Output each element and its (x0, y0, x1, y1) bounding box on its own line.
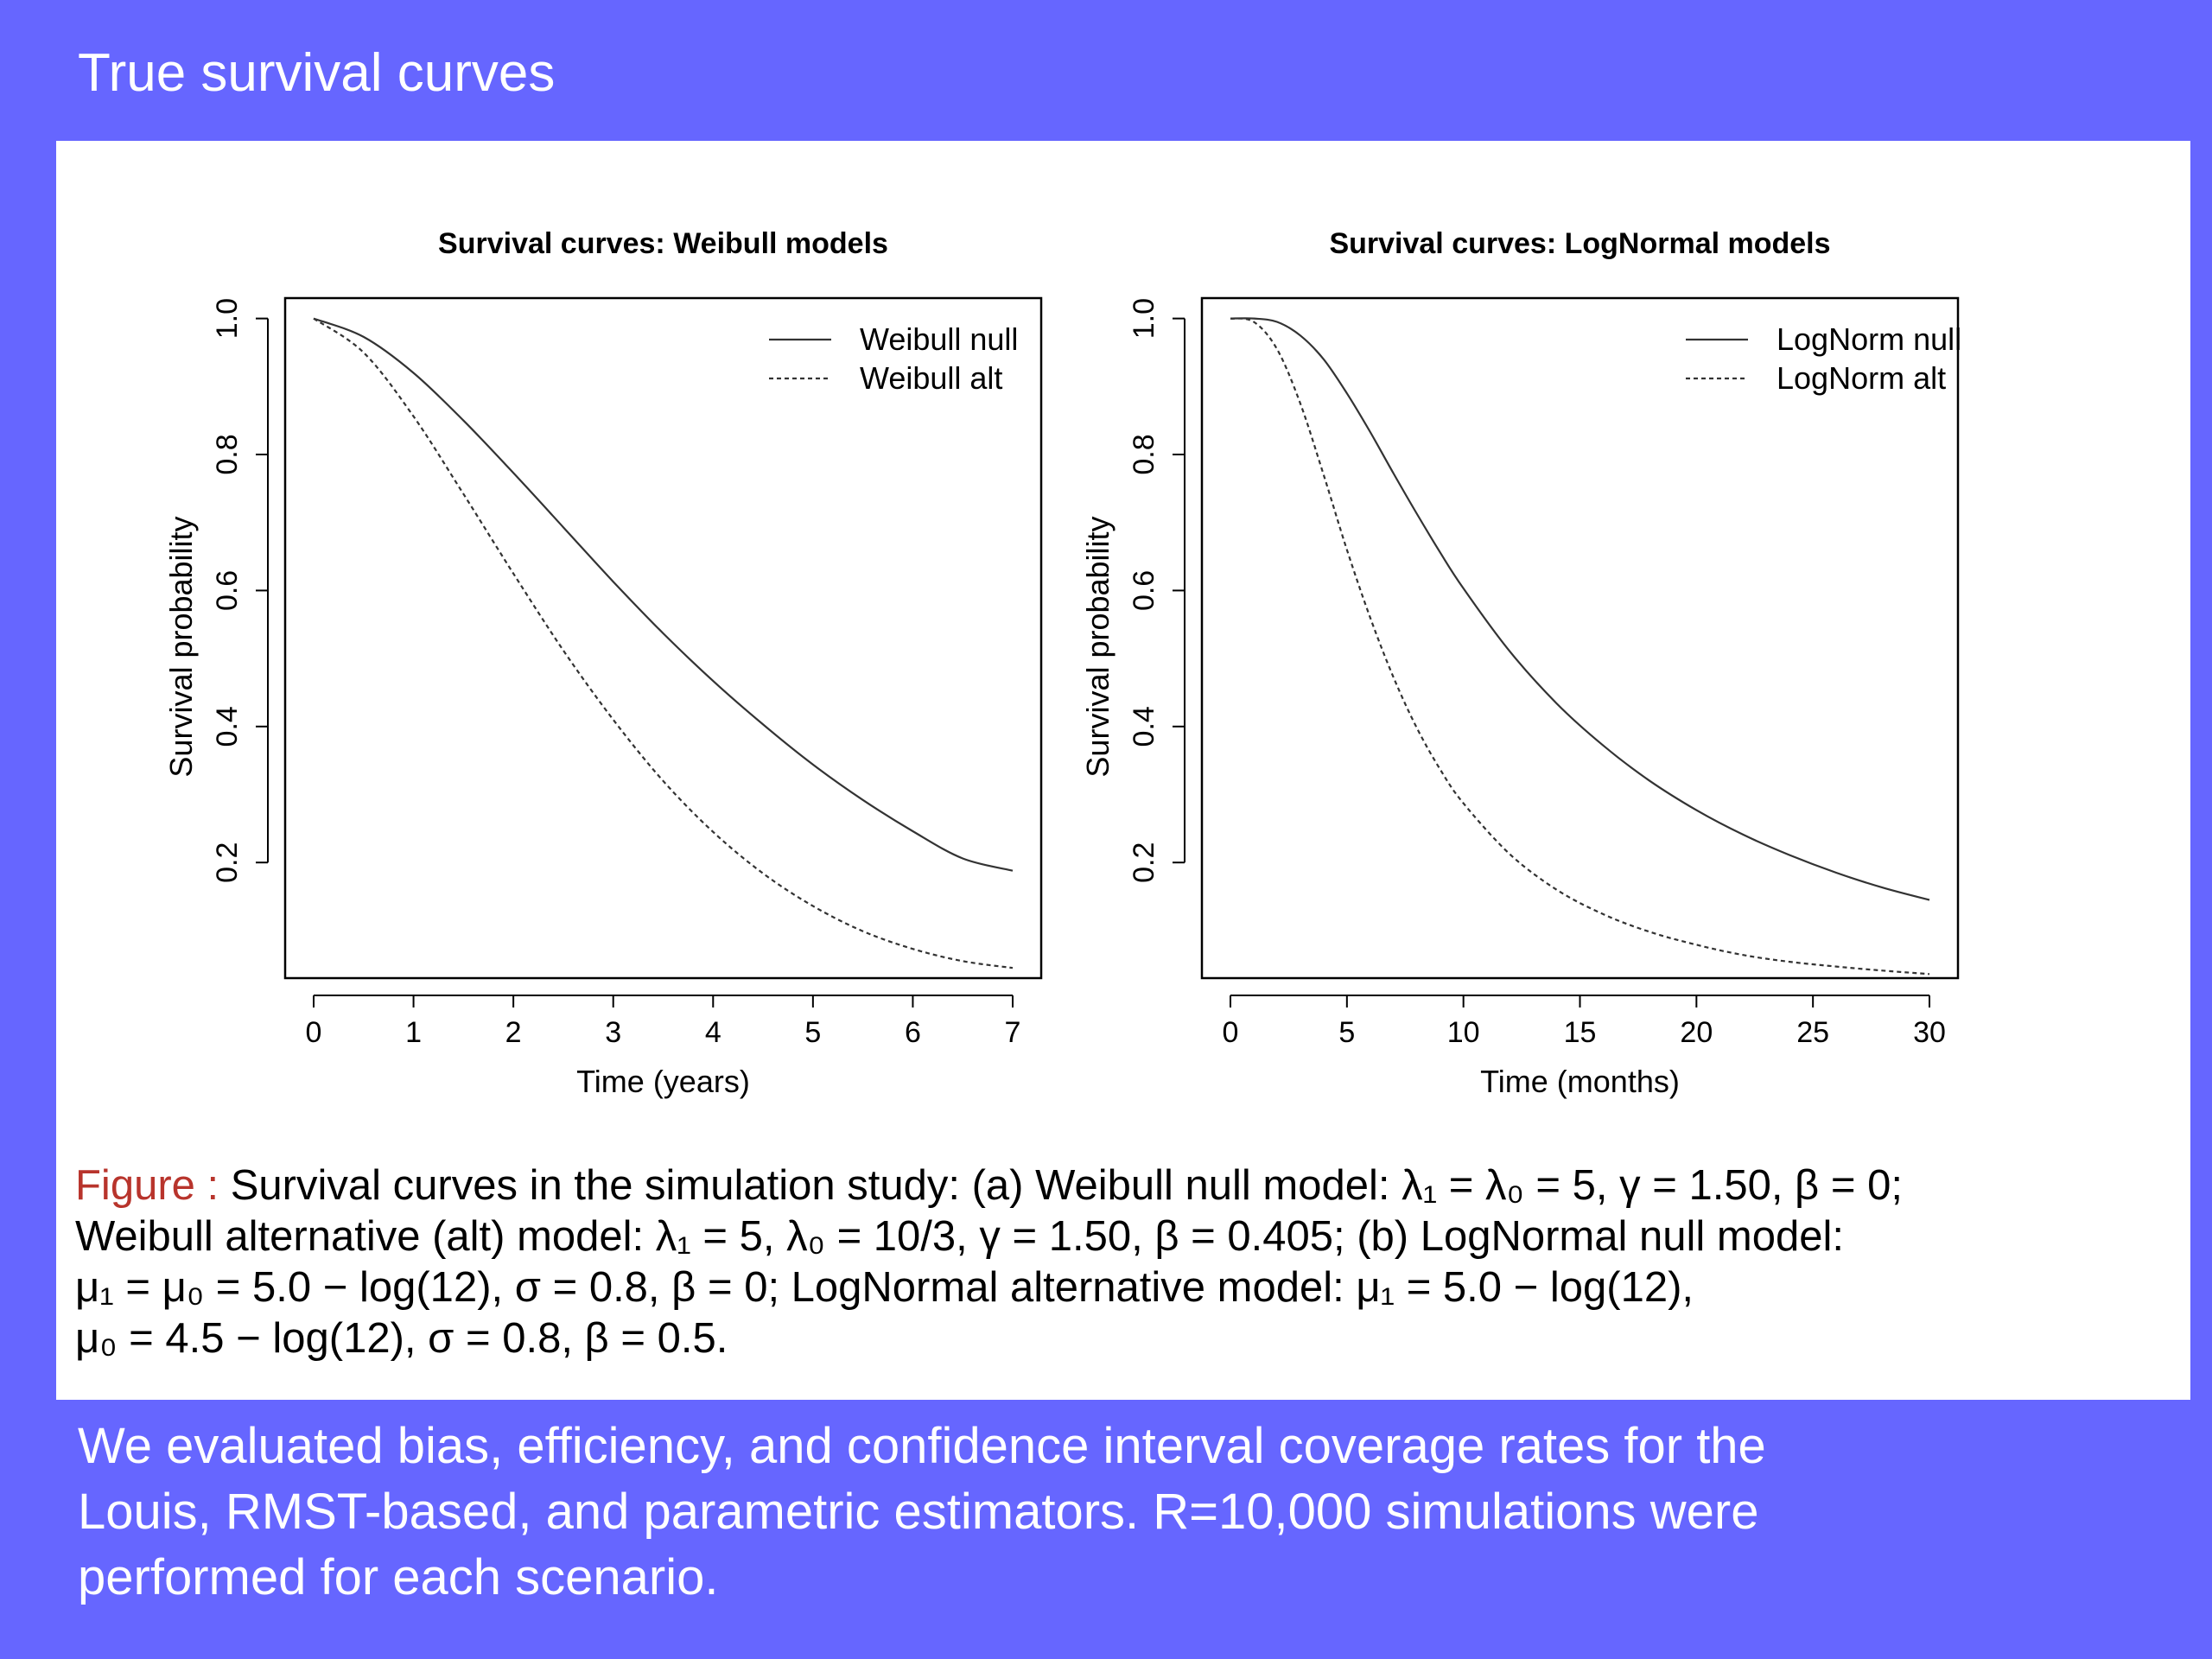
x-tick-label: 3 (605, 1016, 621, 1049)
y-tick-label: 0.6 (1128, 570, 1160, 611)
chart-panel: Survival curves: Weibull models 0 1 2 3 4 5 6 7 T… (163, 227, 1043, 1099)
chart-title: Survival curves: LogNormal models (1329, 227, 1830, 260)
y-tick-label: 1.0 (211, 298, 244, 339)
y-tick-label: 0.6 (211, 570, 244, 611)
caption-text: Survival curves in the simulation study:… (230, 1162, 1903, 1209)
y-tick-label: 0.4 (1128, 706, 1160, 747)
x-tick-label: 5 (804, 1016, 821, 1049)
y-axis-label: Survival probability (1080, 516, 1116, 777)
x-tick-label: 1 (405, 1016, 422, 1049)
caption-line: Figure : Survival curves in the simulati… (75, 1160, 2166, 1211)
x-axis-label: Time (months) (1480, 1064, 1680, 1099)
y-tick-label: 0.2 (1128, 842, 1160, 883)
legend-label: Weibull alt (860, 360, 1002, 396)
figure-panel: Survival curves: Weibull models 0 1 2 3 4 5 6 7 T… (56, 141, 2190, 1400)
y-tick-label: 0.2 (211, 842, 244, 883)
x-tick-label: 15 (1564, 1016, 1597, 1049)
x-tick-label: 5 (1338, 1016, 1355, 1049)
x-tick-label: 20 (1680, 1016, 1713, 1049)
caption-line: Weibull alternative (alt) model: λ₁ = 5,… (75, 1213, 1844, 1260)
y-tick-label: 0.8 (1128, 434, 1160, 474)
x-tick-label: 4 (705, 1016, 721, 1049)
caption-label: Figure : (75, 1162, 219, 1209)
x-tick-label: 7 (1005, 1016, 1021, 1049)
chart-panel: Survival curves: LogNormal models 0 5 10 15 2… (1080, 227, 1961, 1099)
x-tick-label: 30 (1913, 1016, 1946, 1049)
y-tick-label: 0.4 (211, 706, 244, 747)
y-axis-label: Survival probability (163, 516, 199, 777)
survival-charts: Survival curves: Weibull models 0 1 2 3 4 5 6 7 T… (163, 227, 1961, 1099)
legend-label: LogNorm null (1777, 321, 1961, 357)
slide-body-text: We evaluated bias, efficiency, and confi… (78, 1414, 2152, 1611)
body-line: performed for each scenario. (78, 1549, 719, 1605)
x-tick-label: 2 (505, 1016, 522, 1049)
legend-label: LogNorm alt (1777, 360, 1946, 396)
plot-frame (1200, 296, 1960, 980)
slide-title: True survival curves (78, 43, 556, 103)
body-line: We evaluated bias, efficiency, and confi… (78, 1418, 1766, 1474)
caption-line: μ₀ = 4.5 − log(12), σ = 0.8, β = 0.5. (75, 1315, 728, 1362)
chart-title: Survival curves: Weibull models (438, 227, 888, 260)
body-line: Louis, RMST-based, and parametric estima… (78, 1484, 1759, 1540)
figure-caption: Figure : Survival curves in the simulati… (75, 1160, 2166, 1364)
plot-frame (283, 296, 1043, 980)
series-line-alt (313, 317, 1014, 969)
series-line-alt (1230, 317, 1930, 976)
series-line-null (1230, 317, 1930, 901)
caption-line: μ₁ = μ₀ = 5.0 − log(12), σ = 0.8, β = 0;… (75, 1264, 1694, 1311)
x-tick-label: 0 (1223, 1016, 1239, 1049)
y-tick-label: 0.8 (211, 434, 244, 474)
y-tick-label: 1.0 (1128, 298, 1160, 339)
x-tick-label: 10 (1447, 1016, 1480, 1049)
x-axis-label: Time (years) (576, 1064, 750, 1099)
x-tick-label: 25 (1796, 1016, 1829, 1049)
series-line-null (313, 317, 1014, 872)
x-tick-label: 6 (905, 1016, 921, 1049)
legend-label: Weibull null (860, 321, 1018, 357)
x-tick-label: 0 (306, 1016, 322, 1049)
